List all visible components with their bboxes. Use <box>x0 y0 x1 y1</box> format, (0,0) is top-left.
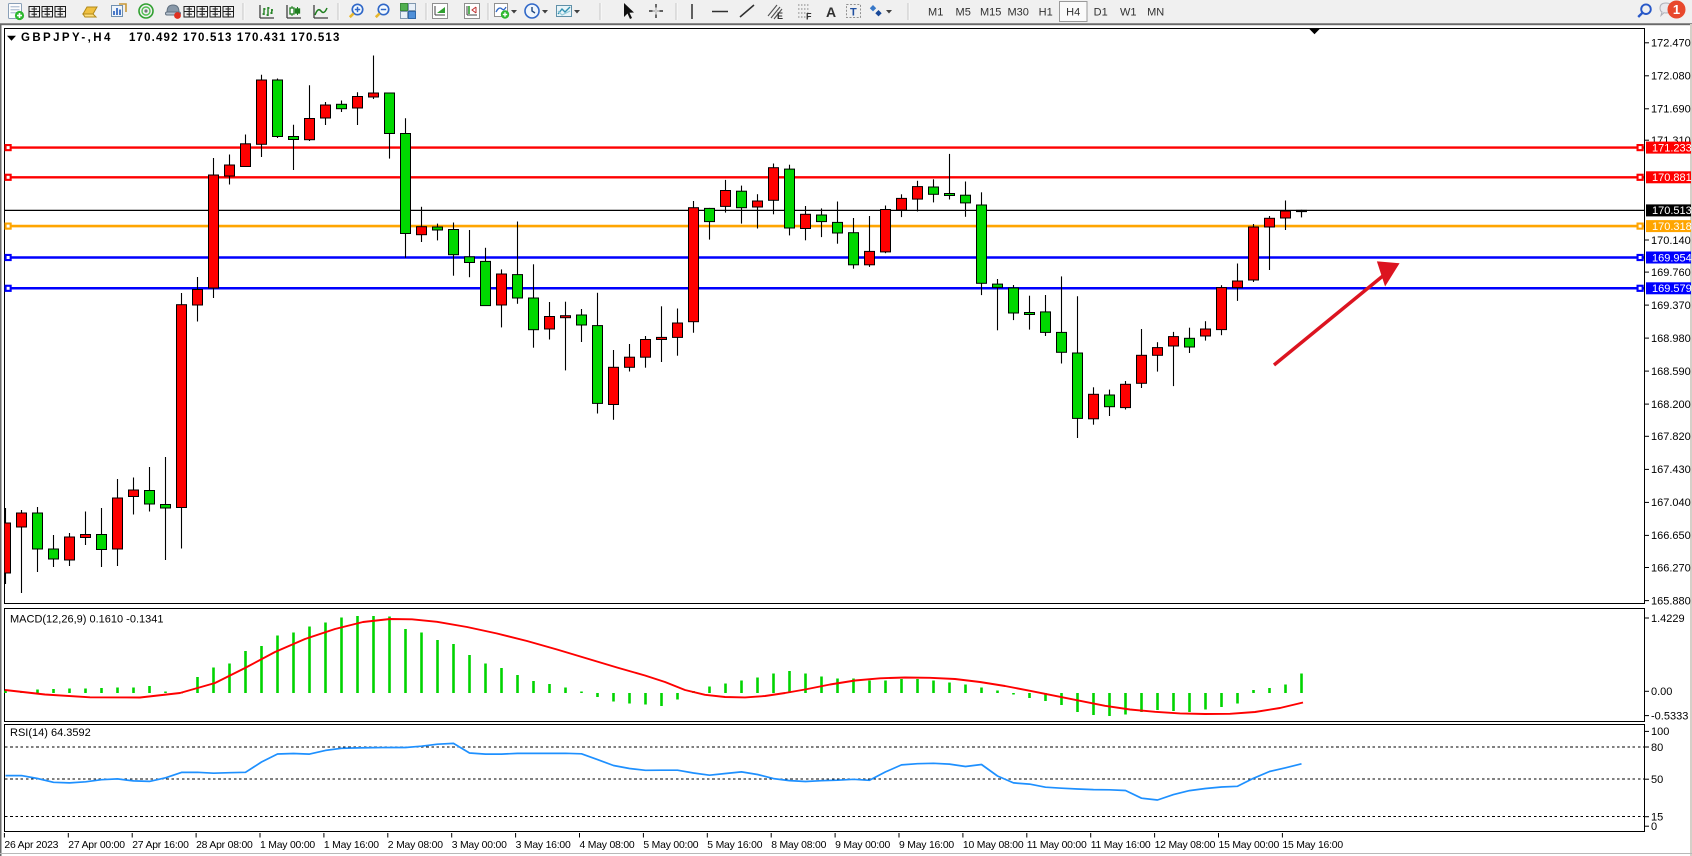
svg-text:171.690: 171.690 <box>1651 104 1691 116</box>
svg-text:167.820: 167.820 <box>1651 431 1691 443</box>
svg-text:15 May 16:00: 15 May 16:00 <box>1282 840 1343 851</box>
svg-text:M5: M5 <box>956 7 971 19</box>
svg-text:170.492 170.513 170.431 170.51: 170.492 170.513 170.431 170.513 <box>129 32 341 44</box>
svg-text:GBPJPY-,H4: GBPJPY-,H4 <box>21 32 113 44</box>
svg-text:3 May 16:00: 3 May 16:00 <box>516 840 571 851</box>
svg-text:H4: H4 <box>1066 7 1080 19</box>
svg-text:27 Apr 00:00: 27 Apr 00:00 <box>68 840 125 851</box>
svg-text:28 Apr 08:00: 28 Apr 08:00 <box>196 840 253 851</box>
svg-text:169.579: 169.579 <box>1652 283 1692 295</box>
svg-text:169.760: 169.760 <box>1651 267 1691 279</box>
svg-text:168.200: 168.200 <box>1651 399 1691 411</box>
svg-text:168.590: 168.590 <box>1651 366 1691 378</box>
svg-text:12 May 08:00: 12 May 08:00 <box>1155 840 1216 851</box>
svg-text:169.954: 169.954 <box>1652 252 1692 264</box>
svg-text:1 May 00:00: 1 May 00:00 <box>260 840 315 851</box>
svg-text:166.270: 166.270 <box>1651 562 1691 574</box>
svg-text:11 May 00:00: 11 May 00:00 <box>1027 840 1087 851</box>
svg-text:-0.5333: -0.5333 <box>1651 710 1688 722</box>
svg-text:8 May 08:00: 8 May 08:00 <box>771 840 826 851</box>
svg-text:10 May 08:00: 10 May 08:00 <box>963 840 1024 851</box>
svg-text:50: 50 <box>1651 774 1663 786</box>
svg-text:9 May 00:00: 9 May 00:00 <box>835 840 890 851</box>
svg-text:RSI(14) 64.3592: RSI(14) 64.3592 <box>10 727 91 739</box>
svg-text:W1: W1 <box>1120 7 1137 19</box>
svg-text:MN: MN <box>1147 7 1164 19</box>
svg-text:166.650: 166.650 <box>1651 530 1691 542</box>
svg-text:172.470: 172.470 <box>1651 38 1691 50</box>
svg-text:0: 0 <box>1651 821 1657 833</box>
svg-text:170.318: 170.318 <box>1652 221 1692 233</box>
svg-text:80: 80 <box>1651 742 1663 754</box>
svg-text:167.430: 167.430 <box>1651 464 1691 476</box>
svg-text:MACD(12,26,9) 0.1610 -0.1341: MACD(12,26,9) 0.1610 -0.1341 <box>10 614 163 626</box>
svg-text:5 May 00:00: 5 May 00:00 <box>643 840 698 851</box>
svg-text:100: 100 <box>1651 726 1669 738</box>
svg-text:9 May 16:00: 9 May 16:00 <box>899 840 954 851</box>
svg-text:1 May 16:00: 1 May 16:00 <box>324 840 379 851</box>
svg-text:M15: M15 <box>980 7 1001 19</box>
svg-text:F: F <box>806 12 812 22</box>
svg-text:1: 1 <box>1673 2 1680 17</box>
svg-text:170.513: 170.513 <box>1652 205 1692 217</box>
svg-text:26 Apr 2023: 26 Apr 2023 <box>4 840 58 851</box>
svg-text:15 May 00:00: 15 May 00:00 <box>1219 840 1280 851</box>
svg-text:170.881: 170.881 <box>1652 172 1692 184</box>
svg-text:5 May 16:00: 5 May 16:00 <box>707 840 762 851</box>
svg-text:1.4229: 1.4229 <box>1651 613 1685 625</box>
svg-text:172.080: 172.080 <box>1651 71 1691 83</box>
svg-text:11 May 16:00: 11 May 16:00 <box>1091 840 1151 851</box>
svg-text:168.980: 168.980 <box>1651 333 1691 345</box>
svg-text:H1: H1 <box>1039 7 1053 19</box>
svg-text:171.233: 171.233 <box>1652 142 1692 154</box>
svg-text:4 May 08:00: 4 May 08:00 <box>580 840 635 851</box>
svg-text:165.880: 165.880 <box>1651 595 1691 607</box>
svg-text:2 May 08:00: 2 May 08:00 <box>388 840 443 851</box>
svg-text:E: E <box>777 11 783 21</box>
svg-text:A: A <box>826 4 836 20</box>
svg-text:M1: M1 <box>928 7 943 19</box>
svg-text:0.00: 0.00 <box>1651 686 1672 698</box>
svg-text:167.040: 167.040 <box>1651 497 1691 509</box>
svg-text:169.370: 169.370 <box>1651 300 1691 312</box>
svg-text:3 May 00:00: 3 May 00:00 <box>452 840 507 851</box>
svg-text:15: 15 <box>1651 812 1663 824</box>
svg-text:T: T <box>850 7 857 19</box>
svg-text:170.140: 170.140 <box>1651 235 1691 247</box>
svg-text:M30: M30 <box>1007 7 1028 19</box>
svg-text:D1: D1 <box>1094 7 1108 19</box>
svg-text:27 Apr 16:00: 27 Apr 16:00 <box>132 840 189 851</box>
